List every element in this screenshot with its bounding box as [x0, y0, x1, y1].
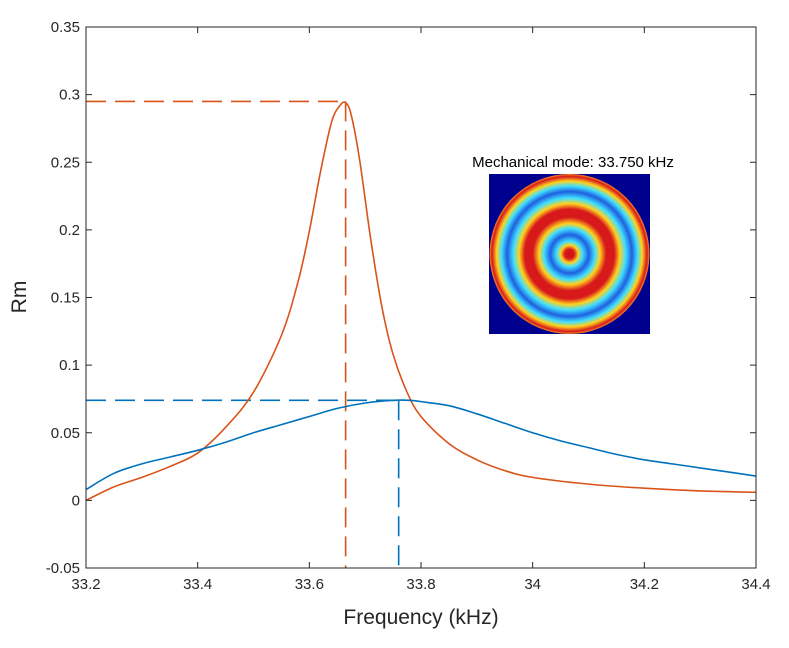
y-tick-label: 0.25 — [51, 154, 80, 171]
plot-area — [86, 27, 756, 568]
x-tick-label: 33.6 — [295, 576, 324, 593]
y-tick-label: -0.05 — [46, 560, 80, 577]
x-tick-label: 33.8 — [406, 576, 435, 593]
series-layer — [86, 101, 756, 502]
y-tick-label: 0.15 — [51, 290, 80, 307]
y-tick-label: 0 — [72, 492, 80, 509]
y-tick-label: 0.35 — [51, 19, 80, 36]
mode-shape-disc — [489, 174, 650, 334]
reference-lines — [86, 100, 400, 568]
mode-annotation-text: Mechanical mode: 33.750 kHz — [472, 154, 674, 171]
x-tick-label: 33.2 — [71, 576, 100, 593]
series-line-1 — [86, 101, 756, 502]
mode-shape-inset: Mechanical mode: 33.750 kHz — [472, 154, 674, 334]
x-tick-label: 34 — [524, 576, 541, 593]
x-tick-label: 33.4 — [183, 576, 212, 593]
axis-ticks: 33.2 33.4 33.6 33.8 34 34.2 34.4 -0.05 0 0.05 0.1 0… — [46, 19, 771, 593]
y-axis-title: Rm — [8, 281, 31, 314]
y-tick-label: 0.2 — [59, 222, 80, 239]
series-line-2 — [86, 399, 756, 491]
x-tick-label: 34.2 — [630, 576, 659, 593]
x-tick-label: 34.4 — [741, 576, 770, 593]
y-tick-label: 0.3 — [59, 87, 80, 104]
y-tick-label: 0.1 — [59, 357, 80, 374]
x-axis-title: Frequency (kHz) — [343, 606, 498, 629]
y-tick-label: 0.05 — [51, 425, 80, 442]
